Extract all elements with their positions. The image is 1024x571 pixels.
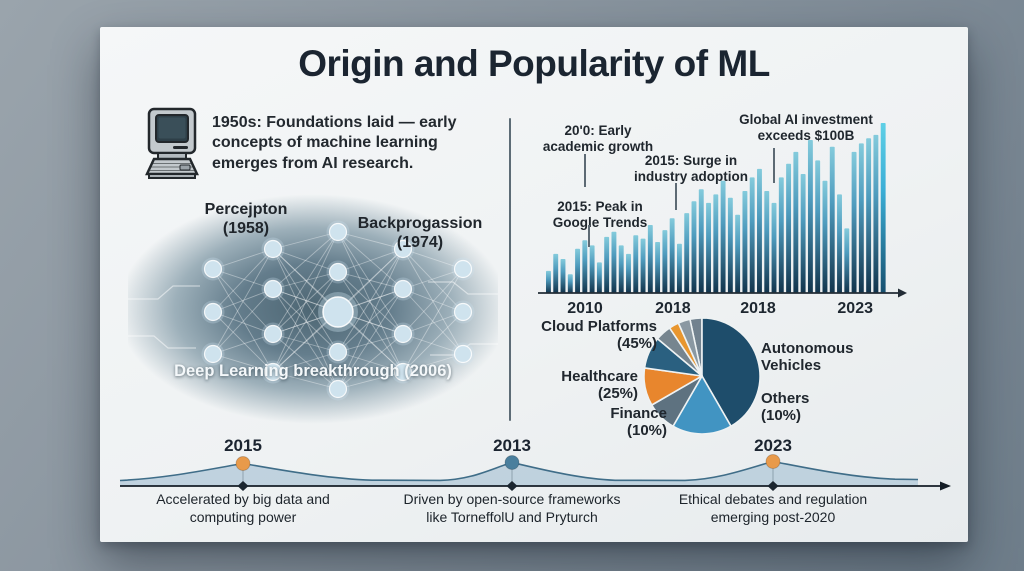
annotation-leader-line — [588, 225, 590, 247]
annotation-google-trends-peak: 2015: Peak in Google Trends — [552, 199, 648, 230]
backpropagation-label-name: Backprogassion — [357, 215, 483, 232]
timeline-year-2015: 2015 — [224, 436, 262, 455]
timeline-year-2013: 2013 — [493, 436, 531, 455]
backpropagation-label-year: (1974) — [396, 234, 444, 252]
perceptron-label-name: Percejpton — [204, 201, 288, 218]
annotation-leader-line — [584, 154, 586, 187]
intro-text: 1950s: Foundations laid — early concepts… — [212, 114, 457, 172]
timeline-chart — [119, 454, 951, 491]
pie-label-autonomous-vehicles: Autonomous Vehicles — [761, 340, 854, 375]
neural-network-diagram — [128, 220, 498, 401]
perceptron-label: Percejpton (1958) — [166, 200, 326, 238]
timeline-desc-frameworks: Driven by open-source frameworks like To… — [403, 491, 621, 525]
svg-text:2010: 2010 — [567, 300, 603, 317]
annotation-leader-line — [675, 183, 677, 210]
annotation-ai-investment: Global AI investment exceeds $100B — [739, 112, 873, 143]
svg-text:2023: 2023 — [837, 300, 873, 317]
pie-label-cloud-platforms: Cloud Platforms (45%) — [541, 318, 657, 353]
neural-network-panel: Percejpton (1958) Backprogassion (1974) … — [128, 194, 498, 424]
retro-computer-icon — [145, 107, 199, 179]
timeline-year-2023: 2023 — [754, 436, 792, 455]
timeline-desc-ethics: Ethical debates and regulation emerging … — [678, 491, 868, 525]
svg-text:2018: 2018 — [740, 300, 776, 317]
annotation-early-academic-growth: 20'0: Early academic growth — [542, 123, 654, 154]
perceptron-label-year: (1958) — [222, 220, 270, 238]
pie-chart — [643, 317, 761, 435]
annotation-leader-line — [773, 148, 775, 183]
svg-text:2018: 2018 — [655, 300, 691, 317]
pie-label-others: Others (10%) — [761, 390, 810, 425]
pie-label-healthcare: Healthcare (25%) — [561, 368, 638, 403]
annotation-industry-adoption-surge: 2015: Surge in industry adoption — [634, 153, 748, 184]
bar-chart: 2010 2018 2018 2023 — [538, 123, 907, 317]
infographic-card: Origin and Popularity of ML 1950s: Found… — [100, 27, 968, 542]
page-title: Origin and Popularity of ML — [298, 43, 770, 84]
timeline-desc-big-data: Accelerated by big data and computing po… — [156, 491, 330, 525]
vertical-divider — [509, 118, 511, 421]
backpropagation-label: Backprogassion (1974) — [336, 214, 504, 252]
deep-learning-caption: Deep Learning breakthrough (2006) — [174, 362, 452, 380]
pie-label-finance: Finance (10%) — [610, 405, 667, 440]
